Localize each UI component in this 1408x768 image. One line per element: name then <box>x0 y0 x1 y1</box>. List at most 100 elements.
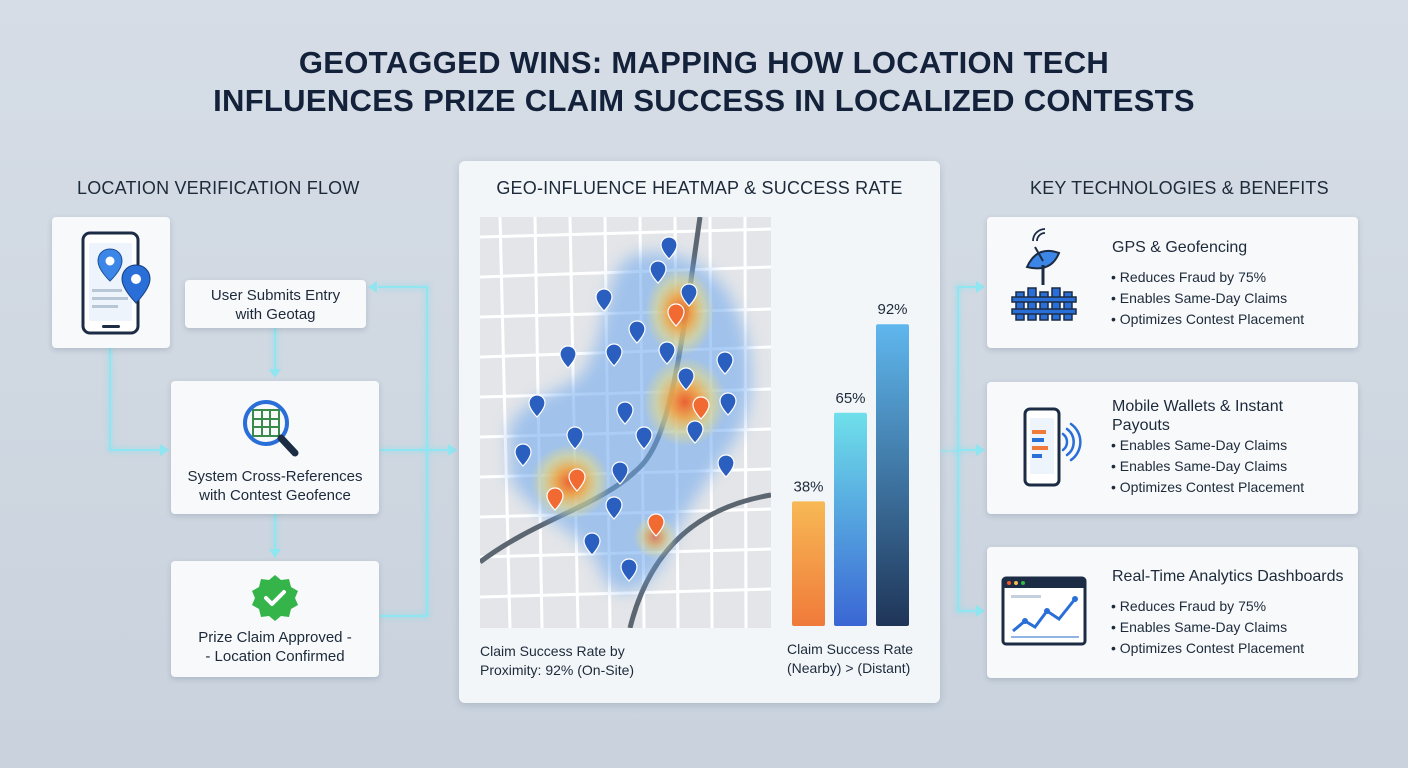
title-line-1: GEOTAGGED WINS: MAPPING HOW LOCATION TEC… <box>298 45 1110 80</box>
success-rate-bar <box>834 412 867 626</box>
tech-card-wallets: Mobile Wallets & Instant Payouts • Enabl… <box>987 382 1358 514</box>
success-rate-bar <box>876 324 909 626</box>
tech-title-wallets-line-1: Mobile Wallets & Instant <box>1112 398 1284 415</box>
chart-caption-line-2: (Nearby) > (Distant) <box>787 660 911 676</box>
connector-line <box>380 449 450 451</box>
location-pins <box>514 236 737 582</box>
map-pin-icon <box>628 320 646 344</box>
tech-title-gps: GPS & Geofencing <box>1112 239 1248 256</box>
benefit-item: • Enables Same-Day Claims <box>1111 458 1288 474</box>
benefit-item: • Reduces Fraud by 75% <box>1111 598 1267 614</box>
map-pin-icon <box>647 513 665 537</box>
approved-badge-icon <box>252 575 298 621</box>
title-line-2: INFLUENCES PRIZE CLAIM SUCCESS IN LOCALI… <box>213 83 1195 118</box>
connector-line <box>426 286 428 616</box>
map-pin-icon <box>514 443 532 467</box>
arrow-right-icon <box>160 444 169 456</box>
heatmap-heading: GEO-INFLUENCE HEATMAP & SUCCESS RATE <box>496 178 903 198</box>
cross-reference-line-2: with Contest Geofence <box>199 487 351 504</box>
chart-caption: Claim Success Rate (Nearby) > (Distant) <box>787 640 913 678</box>
map-pin-icon <box>717 454 735 478</box>
connector-line <box>957 449 977 451</box>
benefit-item: • Optimizes Contest Placement <box>1111 640 1305 656</box>
arrow-down-icon <box>269 549 281 558</box>
benefit-item: • Enables Same-Day Claims <box>1111 437 1288 453</box>
mobile-payment-icon <box>1023 407 1082 487</box>
connector-line <box>378 286 428 288</box>
benefit-item: • Enables Same-Day Claims <box>1111 290 1288 306</box>
arrow-right-icon <box>976 281 985 293</box>
map-pin-icon <box>649 260 667 284</box>
arrow-right-icon <box>448 444 457 456</box>
map-pin-icon <box>667 303 685 327</box>
success-rate-chart: 38% 65% 92% <box>792 301 909 626</box>
map-pin-icon <box>686 420 704 444</box>
map-pin-icon <box>677 367 695 391</box>
tech-card-gps: GPS & Geofencing • Reduces Fraud by 75% … <box>987 217 1358 348</box>
map-pin-icon <box>660 236 678 260</box>
arrow-right-icon <box>976 444 985 456</box>
claim-approved-step: Prize Claim Approved - - Location Confir… <box>171 561 379 677</box>
bar-value-label: 92% <box>877 301 907 318</box>
map-pin-icon <box>719 392 737 416</box>
tech-benefits-gps: • Reduces Fraud by 75% • Enables Same-Da… <box>1111 267 1304 330</box>
map-pin-icon <box>620 558 638 582</box>
map-pin-icon <box>716 351 734 375</box>
tech-title-wallets-line-2: Payouts <box>1112 417 1170 434</box>
phone-location-icon <box>81 231 151 335</box>
map-pin-icon <box>605 343 623 367</box>
map-pin-icon <box>559 345 577 369</box>
map-pin-icon <box>528 394 546 418</box>
connector-line <box>274 328 276 370</box>
map-caption: Claim Success Rate by Proximity: 92% (On… <box>480 642 634 680</box>
tech-benefits-analytics: • Reduces Fraud by 75% • Enables Same-Da… <box>1111 596 1304 659</box>
analytics-dashboard-icon <box>1001 576 1087 646</box>
map-pin-icon <box>635 426 653 450</box>
phone-card <box>52 217 170 348</box>
success-rate-bar <box>792 501 825 626</box>
map-pin-icon <box>595 288 613 312</box>
map-pin-icon <box>605 496 623 520</box>
verification-flow-heading: LOCATION VERIFICATION FLOW <box>77 178 360 198</box>
page-title: GEOTAGGED WINS: MAPPING HOW LOCATION TEC… <box>0 44 1408 120</box>
heatmap-map[interactable] <box>480 217 771 628</box>
connector-line <box>109 348 111 450</box>
satellite-fence-icon <box>1011 228 1077 321</box>
tech-title-wallets: Mobile Wallets & Instant Payouts <box>1112 397 1283 435</box>
map-pin-icon <box>611 461 629 485</box>
claim-approved-line-2: - Location Confirmed <box>205 648 345 665</box>
cross-reference-line-1: System Cross-References <box>187 468 363 485</box>
arrow-down-icon <box>269 369 281 378</box>
benefit-item: • Optimizes Contest Placement <box>1111 311 1305 327</box>
arrow-left-icon <box>368 281 377 293</box>
connector-line <box>957 610 977 612</box>
submit-entry-text: User Submits Entry with Geotag <box>210 287 341 323</box>
claim-approved-line-1: Prize Claim Approved - <box>198 629 352 646</box>
connector-line <box>109 449 161 451</box>
map-pin-icon <box>680 283 698 307</box>
map-pin-icon <box>658 341 676 365</box>
connector-line <box>957 286 977 288</box>
map-caption-line-2: Proximity: 92% (On-Site) <box>480 662 635 678</box>
map-caption-line-1: Claim Success Rate by <box>480 643 625 659</box>
map-pin-icon <box>616 401 634 425</box>
map-pin-icon <box>692 396 710 420</box>
arrow-right-icon <box>976 605 985 617</box>
map-pin-icon <box>546 487 564 511</box>
connector-line <box>940 450 958 452</box>
submit-entry-step: User Submits Entry with Geotag <box>185 280 366 328</box>
tech-benefits-wallets: • Enables Same-Day Claims • Enables Same… <box>1111 435 1304 498</box>
chart-caption-line-1: Claim Success Rate <box>787 641 914 657</box>
bar-value-label: 65% <box>835 390 865 407</box>
connector-line <box>380 615 428 617</box>
map-pin-icon <box>583 532 601 556</box>
tech-title-analytics: Real-Time Analytics Dashboards <box>1112 568 1344 585</box>
tech-card-analytics: Real-Time Analytics Dashboards • Reduces… <box>987 547 1358 678</box>
benefit-item: • Optimizes Contest Placement <box>1111 479 1305 495</box>
magnifier-grid-icon <box>243 400 299 457</box>
map-pin-icon <box>566 426 584 450</box>
connector-line <box>274 514 276 550</box>
benefit-item: • Reduces Fraud by 75% <box>1111 269 1267 285</box>
map-pin-icon <box>568 468 586 492</box>
cross-reference-step: System Cross-References with Contest Geo… <box>171 381 379 514</box>
